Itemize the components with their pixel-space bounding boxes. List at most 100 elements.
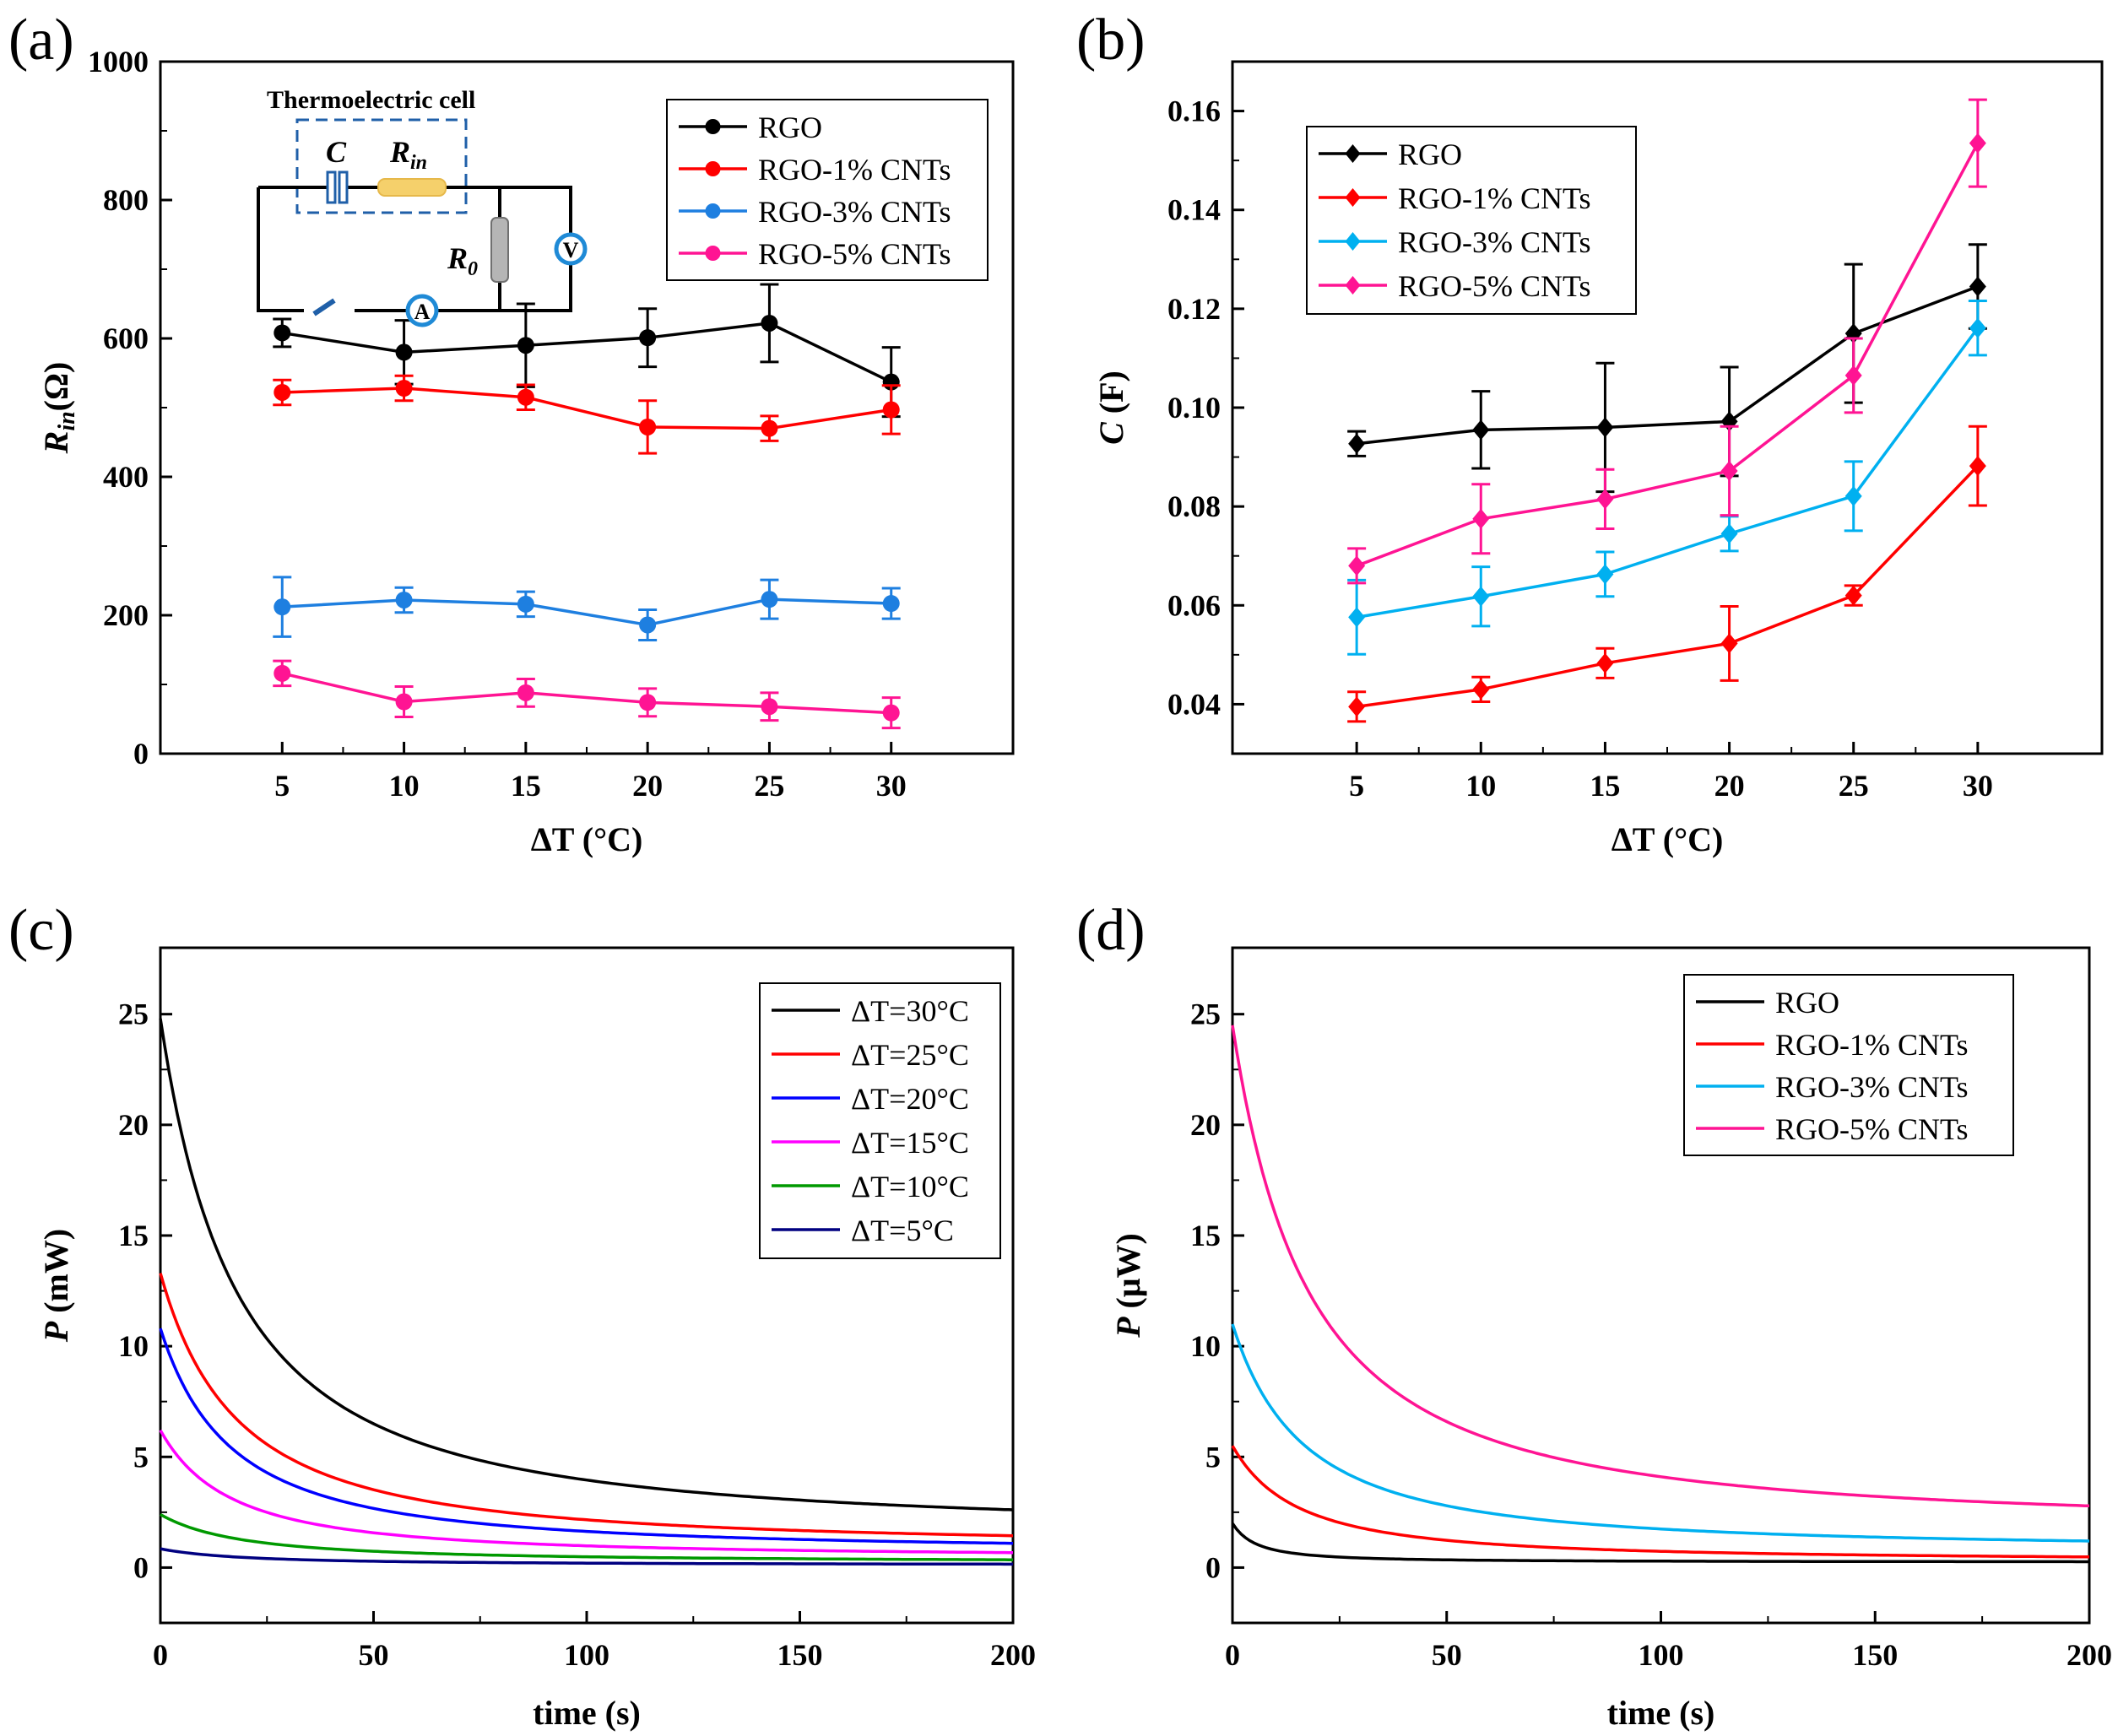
legend-marker — [1345, 232, 1361, 251]
y-axis-unit: (mW) — [37, 1229, 75, 1322]
data-point — [1969, 132, 1986, 154]
legend: RGO RGO-1% CNTs RGO-3% CNTs RGO-5% CNTs — [666, 99, 989, 281]
series-line — [281, 672, 891, 715]
data-point — [395, 693, 413, 711]
legend: RGO RGO-1% CNTs RGO-3% CNTs RGO-5% CNTs — [1306, 126, 1637, 315]
y-tick-label: 25 — [118, 998, 149, 1031]
y-tick-label: 0 — [1205, 1550, 1221, 1584]
capacitor-plate — [326, 170, 337, 204]
data-point — [517, 388, 534, 406]
y-axis-symbol: C — [1092, 421, 1130, 445]
data-point — [1472, 679, 1490, 700]
legend-label: RGO-1% CNTs — [1775, 1028, 1968, 1062]
data-point — [639, 694, 657, 711]
legend-marker — [705, 246, 721, 261]
series-curve-3 — [159, 1429, 1013, 1555]
data-point — [1969, 276, 1986, 297]
switch-lever — [312, 298, 336, 316]
label-main: R — [447, 241, 468, 275]
y-tick-label: 25 — [1190, 998, 1221, 1031]
y-tick-label: 400 — [103, 460, 149, 494]
data-point — [1348, 607, 1366, 628]
data-point — [395, 343, 413, 361]
data-point — [274, 324, 291, 342]
series-line — [1356, 142, 1980, 568]
x-tick-label: 50 — [1432, 1638, 1462, 1672]
label-sub: in — [410, 152, 427, 174]
series-2 — [273, 576, 901, 642]
chart-panel-2: (c) 0 50 100 150 200 0 5 10 15 20 25 time (s) P (mW) Δ… — [8, 898, 1036, 1732]
x-tick-label: 15 — [1590, 769, 1620, 803]
data-point — [761, 314, 778, 332]
data-point — [1596, 564, 1614, 585]
legend-label: ΔT=20°C — [851, 1082, 969, 1116]
data-point — [274, 383, 291, 401]
voltmeter-circle — [554, 232, 588, 266]
series-curve-0 — [159, 1018, 1014, 1512]
y-tick-label: 0.04 — [1167, 687, 1221, 721]
panel-label: (a) — [8, 8, 74, 73]
y-tick-label: 200 — [103, 598, 149, 632]
chart-panel-1: (b) 5 10 15 20 25 30 0.04 0.06 0.08 0.10 0.12 0.14 0.… — [1076, 8, 2104, 858]
series-curve-4 — [160, 1512, 1013, 1561]
series-curve-1 — [1231, 1445, 2090, 1559]
legend-label: RGO-3% CNTs — [1775, 1070, 1968, 1104]
x-axis-label: ΔT (°C) — [531, 820, 643, 858]
legend-label: ΔT=10°C — [851, 1170, 969, 1203]
data-point — [882, 401, 900, 419]
ammeter-label: A — [414, 300, 431, 324]
voltmeter-label: V — [563, 238, 579, 262]
data-point — [1596, 489, 1614, 510]
series-2 — [1347, 299, 1987, 656]
series-line — [282, 322, 892, 384]
x-tick-label: 0 — [153, 1638, 168, 1672]
series-curve-1 — [159, 1273, 1014, 1538]
x-tick-label: 30 — [1963, 769, 1993, 803]
data-point — [639, 329, 657, 347]
data-point — [517, 684, 534, 701]
x-tick-label: 200 — [2067, 1638, 2112, 1672]
legend-label: ΔT=5°C — [851, 1214, 954, 1247]
x-tick-label: 0 — [1225, 1638, 1240, 1672]
data-point — [517, 595, 534, 613]
data-point — [882, 704, 900, 722]
data-point — [761, 591, 778, 608]
data-point — [274, 598, 291, 616]
y-axis-symbol: R — [37, 431, 75, 455]
data-point — [639, 418, 657, 435]
legend-label: ΔT=30°C — [851, 994, 969, 1028]
x-tick-label: 100 — [1639, 1638, 1684, 1672]
data-point — [395, 380, 413, 397]
data-point — [1472, 508, 1490, 529]
x-axis-label: time (s) — [1607, 1694, 1715, 1732]
series-line — [282, 598, 891, 627]
capacitor-label: C — [326, 135, 347, 169]
legend-label: ΔT=25°C — [851, 1038, 969, 1072]
x-tick-label: 150 — [1852, 1638, 1898, 1672]
data-point — [1472, 586, 1490, 607]
panel-label: (d) — [1076, 898, 1146, 963]
y-tick-label: 10 — [118, 1329, 149, 1363]
legend-marker — [1345, 144, 1361, 163]
data-point — [395, 591, 413, 608]
series-line — [1356, 284, 1979, 446]
y-axis-unit: (F) — [1092, 370, 1130, 422]
panel-label: (c) — [8, 898, 74, 963]
y-tick-label: 0.06 — [1167, 588, 1221, 622]
label-main: R — [389, 135, 410, 169]
data-point — [1348, 433, 1366, 454]
chart-panel-3: (d) 0 50 100 150 200 0 5 10 15 20 25 time (s) P (μW) R… — [1076, 898, 2112, 1732]
data-point — [1720, 633, 1738, 654]
internal-resistor-label: Rin — [389, 135, 427, 174]
series-curve-2 — [159, 1328, 1014, 1545]
y-tick-label: 15 — [118, 1219, 149, 1252]
wire — [257, 186, 572, 312]
series-3 — [1347, 98, 1987, 585]
y-tick-label: 0.16 — [1167, 95, 1221, 128]
y-tick-label: 15 — [1190, 1219, 1221, 1252]
data-point — [1596, 652, 1614, 673]
data-point — [1596, 417, 1614, 438]
x-tick-label: 100 — [564, 1638, 609, 1672]
